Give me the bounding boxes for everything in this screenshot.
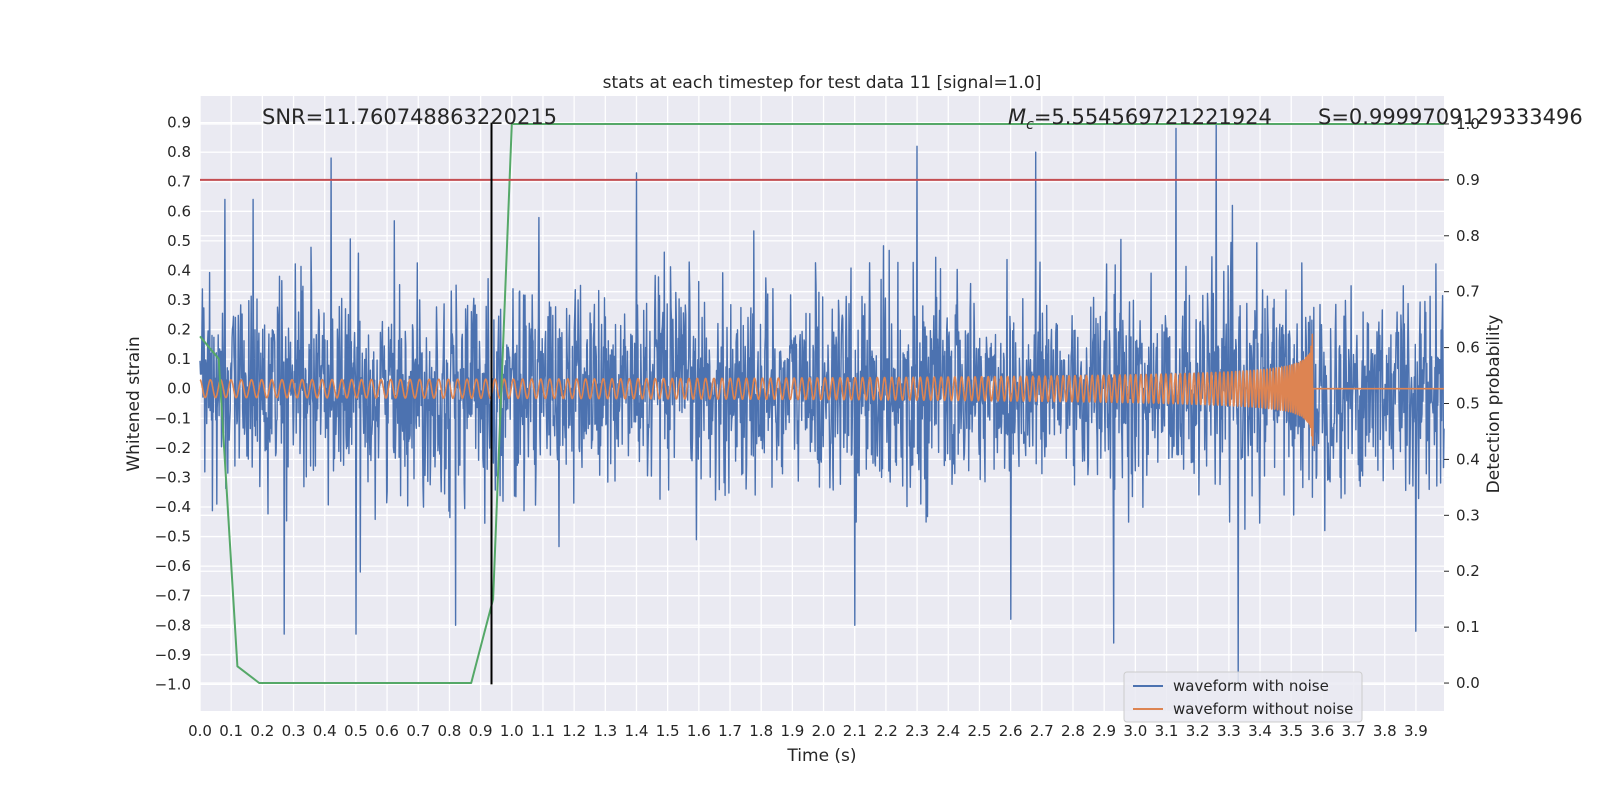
x-tick-label: 0.0 [188, 722, 212, 740]
x-tick-label: 1.0 [500, 722, 524, 740]
x-tick-label: 1.3 [593, 722, 617, 740]
y-tick-label: 0.1 [167, 350, 191, 368]
x-tick-label: 0.1 [219, 722, 243, 740]
y-tick-label: −0.6 [155, 557, 191, 575]
y-tick-label: −0.4 [155, 498, 191, 516]
y-tick-label: 0.0 [167, 380, 191, 398]
x-tick-label: 3.8 [1373, 722, 1397, 740]
y-tick-label: −0.9 [155, 646, 191, 664]
y2-axis-label: Detection probability [1484, 315, 1504, 494]
x-axis-label: Time (s) [786, 746, 856, 766]
x-tick-label: 1.1 [531, 722, 555, 740]
y-tick-label: 0.9 [167, 114, 191, 132]
x-tick-label: 2.3 [905, 722, 929, 740]
x-tick-label: 2.9 [1092, 722, 1116, 740]
y2-tick-label: 0.2 [1456, 562, 1480, 580]
y2-tick-label: 0.9 [1456, 171, 1480, 189]
x-tick-label: 0.8 [437, 722, 461, 740]
y2-tick-label: 0.8 [1456, 227, 1480, 245]
y-tick-label: −0.7 [155, 587, 191, 605]
y-tick-label: −0.3 [155, 468, 191, 486]
x-tick-label: 3.0 [1123, 722, 1147, 740]
y-axis-ticks: 0.9 0.8 0.7 0.6 0.5 0.4 0.3 0.2 0.1 0.0 −0.1 −0.2 −0… [155, 114, 191, 694]
x-tick-label: 3.6 [1310, 722, 1334, 740]
x-tick-label: 3.9 [1404, 722, 1428, 740]
y-tick-label: 0.5 [167, 232, 191, 250]
x-tick-label: 3.7 [1342, 722, 1366, 740]
score-annotation: S=0.9999709129333496 [1318, 105, 1583, 129]
x-tick-label: 0.5 [344, 722, 368, 740]
chirp-mass-symbol: M [1008, 105, 1026, 129]
y2-tick-label: 0.1 [1456, 618, 1480, 636]
x-tick-label: 3.1 [1155, 722, 1179, 740]
y-tick-label: −0.8 [155, 616, 191, 634]
y2-axis-ticks: 1.0 0.9 0.8 0.7 0.6 0.5 0.4 0.3 0.2 0.1 0.0 [1444, 115, 1480, 692]
x-tick-label: 3.3 [1217, 722, 1241, 740]
y-tick-label: 0.7 [167, 173, 191, 191]
x-tick-label: 1.9 [780, 722, 804, 740]
x-tick-label: 0.4 [313, 722, 337, 740]
y-tick-label: 0.2 [167, 321, 191, 339]
x-tick-label: 3.2 [1186, 722, 1210, 740]
chirp-mass-value: =5.554569721221924 [1034, 105, 1272, 129]
legend-label-clean: waveform without noise [1173, 700, 1353, 718]
x-tick-label: 1.4 [625, 722, 649, 740]
x-tick-label: 1.2 [562, 722, 586, 740]
y2-tick-label: 0.3 [1456, 506, 1480, 524]
y2-tick-label: 0.6 [1456, 339, 1480, 357]
x-tick-label: 1.7 [718, 722, 742, 740]
y2-tick-label: 1.0 [1456, 115, 1480, 133]
y-tick-label: −1.0 [155, 675, 191, 693]
x-tick-label: 2.2 [874, 722, 898, 740]
y-tick-label: −0.5 [155, 528, 191, 546]
snr-annotation: SNR=11.760748863220215 [262, 105, 557, 129]
y2-tick-label: 0.7 [1456, 283, 1480, 301]
x-tick-label: 0.7 [406, 722, 430, 740]
y2-tick-label: 0.5 [1456, 395, 1480, 413]
x-tick-label: 2.6 [999, 722, 1023, 740]
y-tick-label: 0.3 [167, 291, 191, 309]
x-axis-ticks: 0.0 0.1 0.2 0.3 0.4 0.5 0.6 0.7 0.8 0.9 1.0 1.1 1.2 1… [188, 722, 1428, 740]
y-axis-label: Whitened strain [124, 336, 144, 471]
y-tick-label: −0.2 [155, 439, 191, 457]
legend: waveform with noise waveform without noi… [1123, 671, 1363, 723]
y2-tick-label: 0.4 [1456, 450, 1480, 468]
x-tick-label: 2.4 [936, 722, 960, 740]
series-detection-probability [199, 123, 1444, 684]
x-tick-label: 2.1 [843, 722, 867, 740]
y-tick-label: 0.4 [167, 261, 191, 279]
legend-label-noise: waveform with noise [1173, 677, 1329, 695]
x-tick-label: 1.6 [687, 722, 711, 740]
y-tick-label: 0.8 [167, 143, 191, 161]
series-waveform-without-noise [199, 333, 1445, 447]
chart-title: stats at each timestep for test data 11 … [603, 73, 1042, 93]
x-tick-label: 1.8 [749, 722, 773, 740]
y-tick-label: −0.1 [155, 409, 191, 427]
chirp-mass-subscript: c [1026, 117, 1034, 133]
x-tick-label: 2.0 [812, 722, 836, 740]
legend-box [1123, 671, 1363, 723]
chirp-mass-annotation: Mc=5.554569721221924 [1008, 105, 1272, 133]
x-tick-label: 2.7 [1030, 722, 1054, 740]
x-tick-label: 2.5 [968, 722, 992, 740]
y2-tick-label: 0.0 [1456, 674, 1480, 692]
x-tick-label: 0.9 [469, 722, 493, 740]
x-tick-label: 2.8 [1061, 722, 1085, 740]
x-tick-label: 0.2 [250, 722, 274, 740]
x-tick-label: 0.3 [282, 722, 306, 740]
x-tick-label: 1.5 [656, 722, 680, 740]
series-layer [199, 121, 1445, 685]
y-tick-label: 0.6 [167, 202, 191, 220]
x-tick-label: 3.5 [1279, 722, 1303, 740]
x-tick-label: 3.4 [1248, 722, 1272, 740]
x-tick-label: 0.6 [375, 722, 399, 740]
